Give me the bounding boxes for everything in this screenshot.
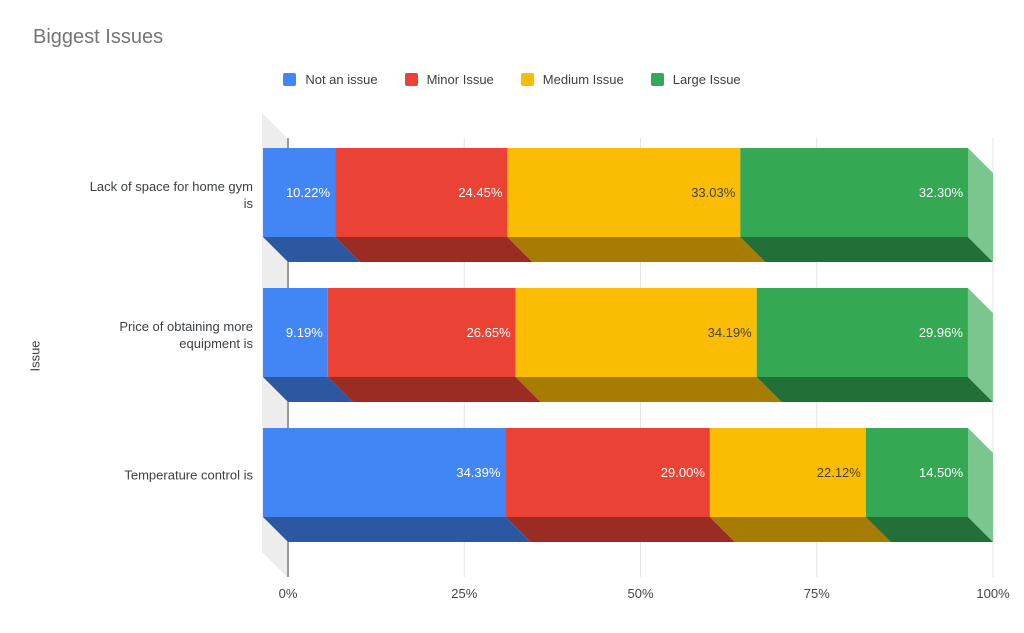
chart-title: Biggest Issues [33, 26, 164, 48]
bar-lack-of-space-for-home-gym-is-large-issue-side-face [968, 148, 993, 262]
category-label-price-of-obtaining-more-equipment-is: Price of obtaining more equipment is [119, 319, 253, 351]
bar-segment-lack-of-space-for-home-gym-is-not-an-issue[interactable] [263, 148, 336, 237]
bar-lack-of-space-for-home-gym-is-medium-issue-bottom-face [507, 237, 766, 262]
category-label-lack-of-space-for-home-gym-is: Lack of space for home gym is [89, 179, 253, 211]
bar-lack-of-space-for-home-gym-is-not-an-issue-bottom-face [263, 237, 361, 262]
x-tick-label-75: 75% [803, 586, 830, 601]
bar-segment-price-of-obtaining-more-equipment-is-not-an-issue[interactable] [263, 288, 328, 377]
legend-label-large-issue: Large Issue [672, 72, 741, 87]
x-tick-label-100: 100% [976, 586, 1010, 601]
data-label-lack-of-space-for-home-gym-is-medium-issue: 33.03% [691, 185, 736, 200]
data-label-temperature-control-is-minor-issue: 29.00% [661, 465, 706, 480]
data-label-temperature-control-is-not-an-issue: 34.39% [456, 465, 501, 480]
data-label-lack-of-space-for-home-gym-is-large-issue: 32.30% [919, 185, 964, 200]
bar-temperature-control-is-not-an-issue-bottom-face [263, 517, 531, 542]
legend-item-minor-issue[interactable]: Minor Issue [404, 72, 494, 87]
legend-item-not-an-issue[interactable]: Not an issue [283, 72, 378, 87]
bar-lack-of-space-for-home-gym-is-minor-issue-bottom-face [335, 237, 533, 262]
bar-segment-lack-of-space-for-home-gym-is-medium-issue[interactable] [507, 148, 741, 237]
x-tick-label-25: 25% [451, 586, 478, 601]
bar-segment-price-of-obtaining-more-equipment-is-medium-issue[interactable] [515, 288, 757, 377]
data-label-price-of-obtaining-more-equipment-is-large-issue: 29.96% [919, 325, 964, 340]
bar-lack-of-space-for-home-gym-is-large-issue-bottom-face [740, 237, 993, 262]
bar-segment-price-of-obtaining-more-equipment-is-large-issue[interactable] [756, 288, 968, 377]
legend-label-medium-issue: Medium Issue [542, 72, 624, 87]
legend-swatch-medium-issue [520, 73, 534, 86]
legend-swatch-large-issue [650, 73, 664, 86]
bar-segment-lack-of-space-for-home-gym-is-large-issue[interactable] [740, 148, 968, 237]
bar-temperature-control-is-large-issue-bottom-face [865, 517, 994, 542]
legend-label-minor-issue: Minor Issue [426, 72, 494, 87]
bar-segment-price-of-obtaining-more-equipment-is-minor-issue[interactable] [327, 288, 516, 377]
data-label-price-of-obtaining-more-equipment-is-not-an-issue: 9.19% [286, 325, 323, 340]
bar-segment-temperature-control-is-not-an-issue[interactable] [263, 428, 506, 517]
data-label-temperature-control-is-large-issue: 14.50% [919, 465, 964, 480]
x-tick-label-50: 50% [627, 586, 654, 601]
data-label-price-of-obtaining-more-equipment-is-minor-issue: 26.65% [467, 325, 512, 340]
data-label-lack-of-space-for-home-gym-is-minor-issue: 24.45% [458, 185, 503, 200]
category-label-temperature-control-is: Temperature control is [124, 467, 253, 483]
legend-swatch-minor-issue [404, 73, 418, 86]
bar-segment-lack-of-space-for-home-gym-is-minor-issue[interactable] [335, 148, 508, 237]
legend-item-medium-issue[interactable]: Medium Issue [520, 72, 624, 87]
bar-price-of-obtaining-more-equipment-is-minor-issue-bottom-face [327, 377, 541, 402]
bar-price-of-obtaining-more-equipment-is-not-an-issue-bottom-face [263, 377, 353, 402]
data-label-temperature-control-is-medium-issue: 22.12% [817, 465, 862, 480]
bar-segment-temperature-control-is-medium-issue[interactable] [709, 428, 866, 517]
chart-legend: Not an issue Minor Issue Medium Issue Large… [0, 72, 1024, 87]
x-tick-label-0: 0% [278, 586, 298, 601]
legend-swatch-not-an-issue [283, 73, 297, 86]
bar-price-of-obtaining-more-equipment-is-large-issue-side-face [967, 288, 993, 402]
bar-price-of-obtaining-more-equipment-is-medium-issue-bottom-face [515, 377, 782, 402]
bar-segment-temperature-control-is-large-issue[interactable] [865, 428, 969, 517]
bar-temperature-control-is-medium-issue-bottom-face [709, 517, 891, 542]
legend-label-not-an-issue: Not an issue [305, 72, 378, 87]
data-label-price-of-obtaining-more-equipment-is-medium-issue: 34.19% [708, 325, 753, 340]
legend-item-large-issue[interactable]: Large Issue [650, 72, 741, 87]
bar-price-of-obtaining-more-equipment-is-large-issue-bottom-face [756, 377, 993, 402]
data-label-lack-of-space-for-home-gym-is-not-an-issue: 10.22% [286, 185, 331, 200]
bar-temperature-control-is-large-issue-side-face [968, 428, 994, 542]
bar-segment-temperature-control-is-minor-issue[interactable] [505, 428, 710, 517]
bar-temperature-control-is-minor-issue-bottom-face [505, 517, 735, 542]
